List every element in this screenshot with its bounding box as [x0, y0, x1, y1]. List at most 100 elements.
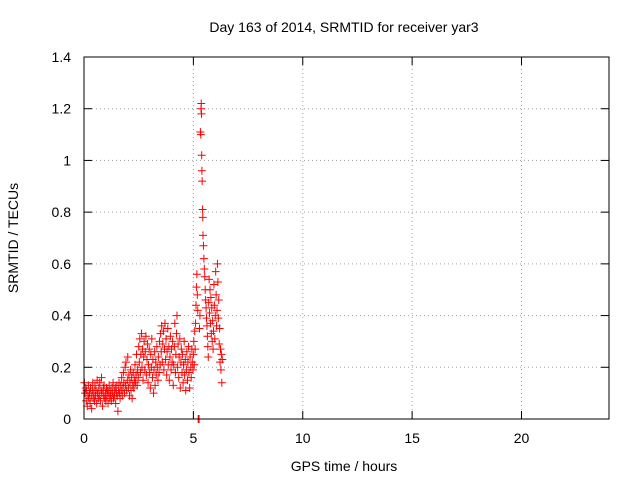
- data-point: [158, 340, 167, 349]
- data-point: [172, 329, 181, 338]
- data-point: [193, 290, 202, 299]
- data-point: [204, 352, 213, 361]
- y-tick-label: 0.4: [52, 308, 72, 324]
- data-point: [165, 376, 174, 385]
- data-point: [173, 363, 182, 372]
- data-point: [215, 340, 224, 349]
- data-point: [154, 352, 163, 361]
- data-point: [166, 332, 175, 341]
- data-point: [209, 345, 218, 354]
- data-point: [212, 290, 221, 299]
- data-point: [191, 319, 200, 328]
- data-point: [190, 327, 199, 336]
- data-point: [145, 345, 154, 354]
- data-point: [130, 360, 139, 369]
- data-point: [122, 358, 130, 367]
- data-point: [216, 365, 225, 374]
- data-point: [189, 337, 198, 346]
- data-point: [210, 301, 219, 310]
- data-point: [198, 177, 207, 186]
- data-point: [97, 373, 106, 382]
- y-axis-label: SRMTID / TECUs: [5, 183, 21, 293]
- data-point: [179, 360, 188, 369]
- data-point: [203, 342, 212, 351]
- y-tick-label: 1: [63, 152, 71, 168]
- x-tick-label: 10: [295, 430, 311, 446]
- data-point: [214, 314, 223, 323]
- data-point: [139, 376, 148, 385]
- data-point: [213, 259, 222, 268]
- data-point: [121, 363, 130, 372]
- data-point: [133, 381, 142, 390]
- data-point: [213, 306, 221, 315]
- data-point: [155, 368, 164, 377]
- data-point: [199, 231, 207, 240]
- chart-title: Day 163 of 2014, SRMTID for receiver yar…: [209, 19, 478, 35]
- data-point: [200, 265, 209, 274]
- x-tick-label: 15: [404, 430, 420, 446]
- data-point: [143, 340, 152, 349]
- data-point: [141, 332, 150, 341]
- data-point: [204, 298, 213, 307]
- data-point: [206, 293, 215, 302]
- data-point: [193, 306, 202, 315]
- data-point: [192, 301, 200, 310]
- data-point: [197, 109, 206, 118]
- data-point: [149, 389, 158, 398]
- data-point: [159, 327, 168, 336]
- data-point: [111, 399, 120, 408]
- data-point: [137, 329, 146, 338]
- data-point: [196, 130, 205, 139]
- axis-ticks: 0 0.2 0.4 0.6 0.8 1 1.2 1.4 0 5 10 15 20: [52, 49, 609, 446]
- y-tick-label: 0.8: [52, 204, 72, 220]
- data-point: [113, 407, 122, 416]
- data-point: [162, 371, 171, 380]
- data-point: [152, 342, 161, 351]
- grid-lines: [84, 57, 609, 419]
- data-point: [205, 275, 214, 284]
- data-point: [217, 350, 226, 359]
- data-point: [176, 383, 185, 392]
- data-point: [163, 324, 172, 333]
- data-point: [202, 314, 211, 323]
- y-tick-label: 0.6: [52, 256, 72, 272]
- data-point: [147, 334, 156, 343]
- data-point: [199, 241, 208, 250]
- data-point: [197, 151, 206, 160]
- data-point: [168, 337, 177, 346]
- data-point: [199, 254, 208, 263]
- data-point: [213, 277, 222, 286]
- data-point: [153, 376, 162, 385]
- data-point: [95, 378, 104, 387]
- data-point: [174, 373, 183, 382]
- data-point: [208, 316, 217, 325]
- data-point: [98, 402, 107, 411]
- plot-frame: [83, 56, 610, 420]
- data-point: [87, 404, 96, 413]
- data-point: [161, 355, 170, 364]
- data-point: [123, 352, 132, 361]
- data-point: [172, 311, 181, 320]
- data-point: [209, 327, 218, 336]
- data-point: [197, 99, 206, 108]
- data-point: [182, 347, 191, 356]
- data-point: [206, 285, 214, 294]
- data-point: [178, 350, 187, 359]
- x-tick-label: 5: [189, 430, 197, 446]
- data-point: [191, 345, 200, 354]
- data-point: [162, 334, 171, 343]
- data-point: [218, 355, 227, 364]
- data-point: [135, 334, 144, 343]
- data-point: [215, 324, 224, 333]
- data-point: [217, 378, 226, 387]
- data-point: [160, 319, 169, 328]
- x-tick-label: 20: [514, 430, 530, 446]
- data-point: [134, 373, 143, 382]
- data-point: [197, 166, 206, 175]
- data-point: [140, 365, 149, 374]
- data-point: [187, 373, 196, 382]
- data-point: [144, 378, 153, 387]
- data-point: [211, 267, 220, 276]
- data-point: [180, 371, 189, 380]
